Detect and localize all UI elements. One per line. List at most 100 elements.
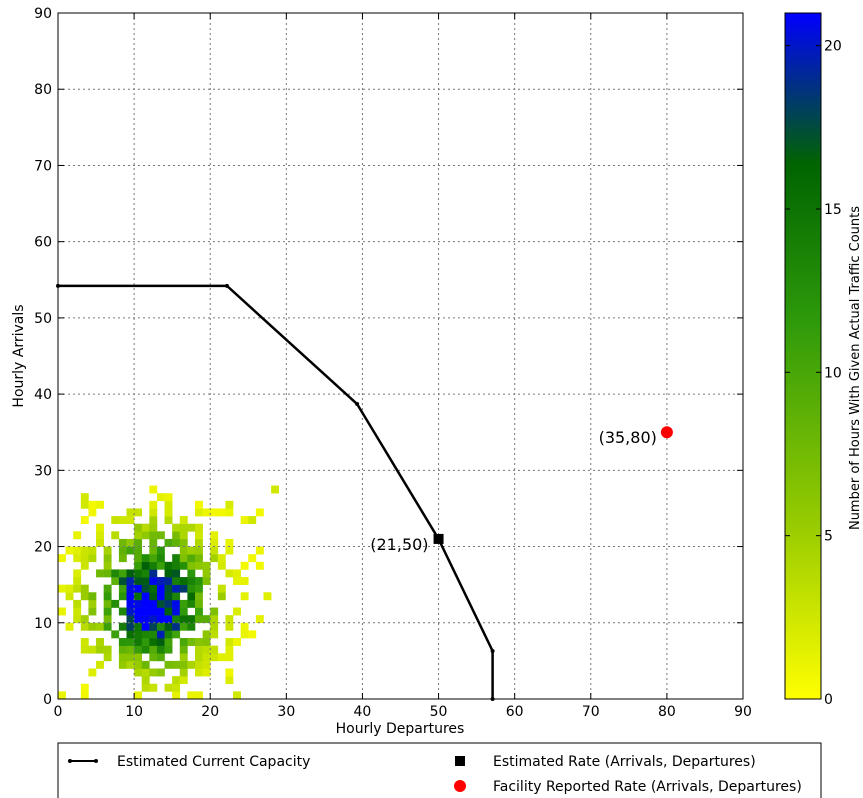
heatmap-cell: [134, 577, 143, 585]
heatmap-cell: [195, 508, 203, 517]
heatmap-cell: [172, 691, 181, 699]
heatmap-cell: [118, 638, 127, 646]
heatmap-cell: [141, 630, 150, 639]
heatmap-cell: [126, 660, 135, 669]
heatmap-cell: [73, 546, 82, 555]
heatmap-cell: [172, 630, 181, 639]
heatmap-cell: [164, 500, 173, 509]
heatmap-cell: [118, 653, 127, 662]
heatmap-cell: [179, 538, 188, 547]
heatmap-cell: [210, 538, 219, 547]
y-tick-label: 60: [34, 235, 52, 251]
heatmap-cell: [225, 638, 234, 646]
heatmap-cell: [141, 645, 150, 654]
colorbar-title: Number of Hours With Given Actual Traffi…: [848, 206, 863, 530]
heatmap-cell: [240, 630, 249, 639]
heatmap-cell: [65, 546, 74, 555]
heatmap-cell: [80, 546, 89, 555]
heatmap-cell: [58, 607, 66, 616]
heatmap-cell: [164, 622, 173, 631]
heatmap-cell: [73, 615, 82, 624]
x-tick-label: 30: [277, 704, 295, 720]
plot-frame: [57, 12, 744, 700]
heatmap-cell: [156, 592, 165, 601]
heatmap-cell: [88, 500, 97, 509]
heatmap-cell: [202, 668, 211, 677]
heatmap-cell: [156, 615, 165, 624]
heatmap-cell: [179, 599, 188, 608]
heatmap-cell: [134, 615, 143, 624]
heatmap-cell: [179, 645, 188, 654]
heatmap-cell: [149, 485, 158, 494]
heatmap-cell: [126, 577, 135, 585]
heatmap-cell: [187, 622, 196, 631]
heatmap-cell: [172, 622, 181, 631]
point-annotation: (21,50): [370, 535, 428, 554]
heatmap-cell: [179, 653, 188, 662]
heatmap-cell: [156, 622, 165, 631]
heatmap-cell: [210, 630, 219, 639]
heatmap-cell: [179, 523, 188, 532]
y-tick-label: 80: [34, 82, 52, 98]
heatmap-cell: [210, 645, 219, 654]
heatmap-cell: [271, 485, 280, 494]
heatmap-cell: [141, 592, 150, 601]
heatmap-cell: [202, 508, 211, 517]
heatmap-cell: [134, 569, 143, 578]
heatmap-cell: [149, 599, 158, 608]
heatmap-cell: [225, 546, 234, 555]
heatmap-cell: [118, 592, 127, 601]
point-annotation: (35,80): [599, 428, 657, 447]
heatmap-cell: [103, 546, 112, 555]
heatmap-cell: [134, 531, 143, 540]
heatmap-cell: [103, 622, 112, 631]
heatmap-layer: [58, 485, 280, 699]
colorbar-tick-label: 10: [824, 365, 842, 381]
heatmap-cell: [80, 493, 89, 502]
heatmap-cell: [134, 668, 143, 677]
heatmap-cell: [103, 592, 112, 601]
heatmap-cell: [103, 607, 112, 616]
heatmap-cell: [80, 615, 89, 624]
heatmap-cell: [172, 660, 181, 669]
heatmap-cell: [149, 508, 158, 517]
heatmap-cell: [195, 561, 203, 570]
heatmap-cell: [80, 500, 89, 509]
heatmap-cell: [156, 668, 165, 677]
heatmap-cell: [141, 584, 150, 593]
colorbar: [784, 12, 822, 700]
heatmap-cell: [134, 523, 143, 532]
heatmap-cell: [195, 538, 203, 547]
heatmap-cell: [134, 538, 143, 547]
heatmap-cell: [217, 584, 226, 593]
heatmap-cell: [118, 622, 127, 631]
heatmap-cell: [134, 554, 143, 563]
heatmap-cell: [134, 653, 143, 662]
heatmap-cell: [179, 615, 188, 624]
heatmap-cell: [103, 645, 112, 654]
heatmap-cell: [141, 638, 150, 646]
heatmap-cell: [240, 592, 249, 601]
heatmap-cell: [149, 653, 158, 662]
heatmap-cell: [195, 584, 203, 593]
heatmap-cell: [65, 622, 74, 631]
heatmap-cell: [172, 554, 181, 563]
heatmap-cell: [103, 554, 112, 563]
heatmap-cell: [126, 516, 135, 524]
heatmap-cell: [126, 546, 135, 555]
heatmap-cell: [164, 630, 173, 639]
heatmap-cell: [126, 653, 135, 662]
capacity-line: [58, 284, 494, 699]
heatmap-cell: [134, 508, 143, 517]
heatmap-cell: [58, 584, 66, 593]
heatmap-cell: [73, 569, 82, 578]
heatmap-cell: [103, 584, 112, 593]
heatmap-cell: [179, 554, 188, 563]
legend-line-swatch-dot-start: [68, 759, 72, 763]
heatmap-cell: [195, 653, 203, 662]
legend-box: [57, 742, 822, 798]
y-tick-label: 90: [34, 6, 52, 22]
x-tick-label: 80: [658, 704, 676, 720]
heatmap-cell: [80, 691, 89, 699]
